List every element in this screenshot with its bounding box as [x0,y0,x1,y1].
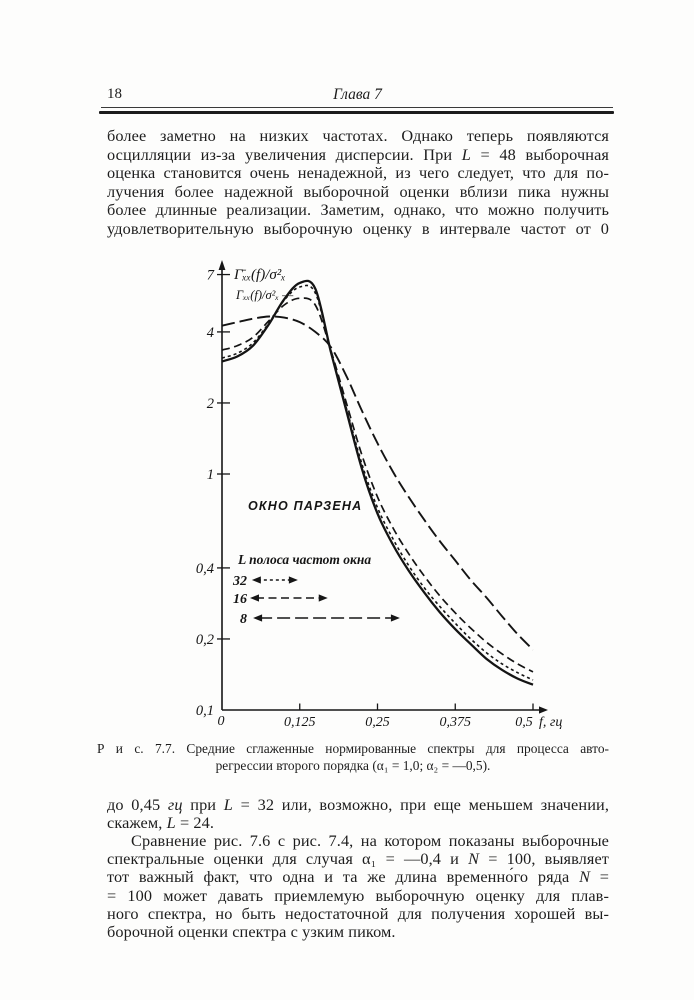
legend-L-value: 8 [240,612,247,627]
text-line: удовлетворительную выборочную оценку в и… [107,218,609,238]
x-tick-label: 0,375 [440,715,472,730]
parzen-window-label: ОКНО ПАРЗЕНА [248,499,362,513]
figure-caption-line2: регрессии второго порядка (α₁ = 1,0; α₂ … [215,757,491,773]
text-line: тот важный факт, что одна и та же длина … [107,867,609,887]
text-line: оценка становится очень ненадежной, из ч… [107,163,609,183]
text-line: более заметно на низких частотах. Однако… [107,126,609,145]
y-tick-label: 0,2 [196,632,214,648]
curve-L32 [221,284,534,681]
text-line: более длинные реализации. Заметим, однак… [107,200,609,220]
page-number: 18 [107,86,122,102]
text-line: скажем, L = 24. [107,813,215,833]
x-tick-label: 0,125 [284,715,316,730]
arrowhead [253,614,263,622]
arrowhead [539,706,548,714]
x-origin-label: 0 [218,714,225,729]
header-rule-thin [101,107,613,108]
legend-L-value: 16 [233,592,247,607]
y-tick-label: 1 [207,467,214,483]
curve-theor [221,279,534,686]
x-axis-unit-label: f, гц [539,715,562,730]
text-line: борочной оценки спектра с узким пиком. [107,922,396,942]
x-tick-label: 0,25 [365,715,390,730]
y-tick-label: 4 [207,325,214,341]
arrowhead [318,594,328,602]
y-tick-label: 7 [207,268,215,284]
y-axis-formula-theoretical: Γₓₓ(f)/σ²ₓ — [235,288,294,302]
y-tick-label: 2 [207,396,214,412]
text-line: спектральные оценки для случая α₁ = —0,4… [107,849,610,869]
figure-caption-line1: Р и с. 7.7. Средние сглаженные нормирова… [97,741,609,756]
y-tick-label: 0,4 [196,561,214,577]
legend-title: L полоса частот окна [237,552,371,567]
chapter-title: Глава 7 [333,86,382,103]
arrowhead [288,576,298,584]
curve-L16 [221,297,534,673]
figure-plot: 7 4 2 1 0,4 0,2 0,1 0,125 0,25 0,375 0,5 0 f, гц Γ̄ₓₓ… [196,260,562,730]
text-line: лучения более надежной выборочной оценки… [107,181,609,201]
text-line: Сравнение рис. 7.6 с рис. 7.4, на которо… [131,831,609,850]
arrowhead [390,614,400,622]
figure-caption: Р и с. 7.7. Средние сглаженные нормирова… [97,741,609,774]
paragraph-mid: до 0,45 гц при L = 32 или, возможно, при… [107,795,609,833]
y-axis-formula-smoothed: Γ̄ₓₓ(f)/σ²ₓ [233,267,286,283]
arrowhead [249,594,259,602]
paragraph-top: более заметно на низких частотах. Однако… [107,126,609,238]
text-line: ного спектра, но быть недостаточной для … [107,903,609,923]
x-tick-label: 0,5 [515,715,533,730]
text-line: = 100 может давать приемлемую выборочную… [107,885,609,905]
arrowhead [251,576,261,584]
paragraph-bottom: Сравнение рис. 7.6 с рис. 7.4, на которо… [107,831,610,942]
text-line: осцилляции из-за увеличения дисперсии. П… [107,144,609,164]
text-line: до 0,45 гц при L = 32 или, возможно, при… [107,795,609,814]
y-tick-label: 0,1 [196,703,214,719]
header-rule-thick [99,111,614,114]
curve-L8 [221,315,534,651]
legend-L-value: 32 [232,574,247,589]
arrowhead [218,260,226,270]
